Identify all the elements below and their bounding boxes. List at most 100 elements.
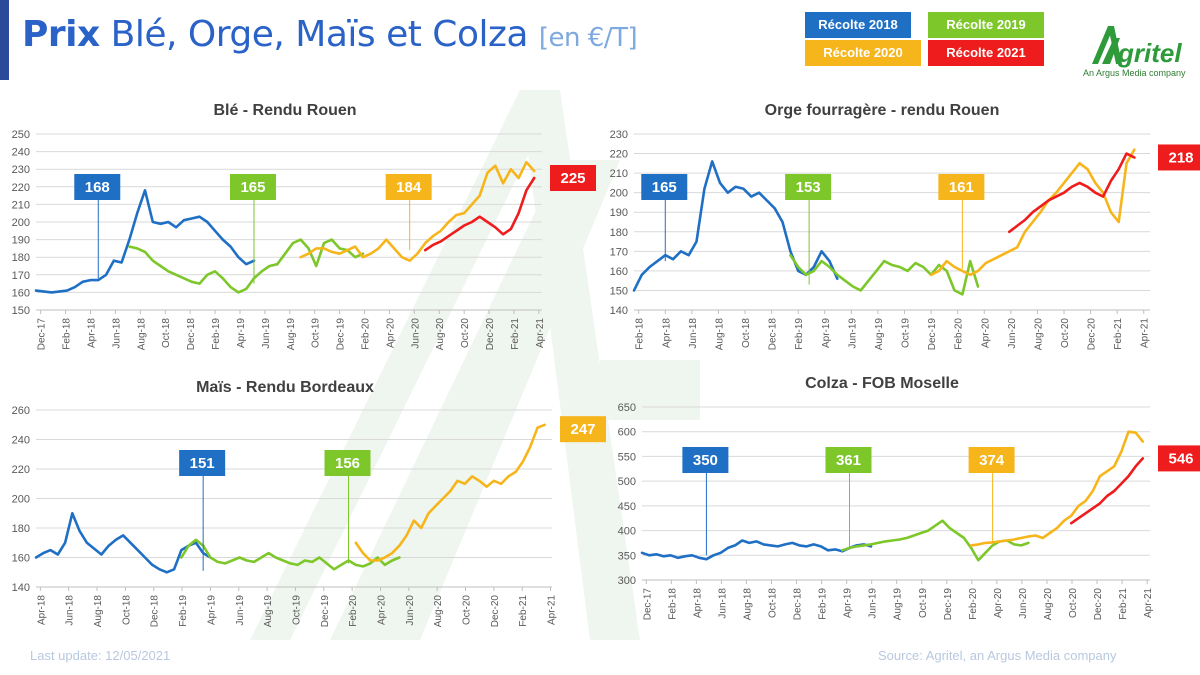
x-tick-label: Feb-21 xyxy=(1118,588,1129,620)
legend-recolte-2019: Récolte 2019 xyxy=(928,12,1044,38)
x-tick-label: Dec-19 xyxy=(943,588,954,621)
annotation-label: 184 xyxy=(396,179,422,196)
y-tick-label: 220 xyxy=(12,464,30,476)
x-tick-label: Jun-19 xyxy=(868,588,879,619)
y-tick-label: 200 xyxy=(610,188,628,200)
x-tick-label: Jun-18 xyxy=(717,588,728,619)
x-tick-label: Oct-19 xyxy=(918,588,929,618)
annotation-box xyxy=(324,450,371,476)
y-tick-label: 180 xyxy=(610,227,628,239)
y-tick-label: 500 xyxy=(618,476,636,488)
annotation-label: 161 xyxy=(949,179,974,196)
x-tick-label: Oct-18 xyxy=(741,318,752,348)
x-tick-label: Oct-18 xyxy=(161,318,172,348)
y-tick-label: 240 xyxy=(12,147,30,159)
x-tick-label: Aug-19 xyxy=(874,318,885,351)
x-tick-label: Apr-18 xyxy=(661,318,672,348)
x-tick-label: Feb-18 xyxy=(635,318,646,350)
y-tick-label: 350 xyxy=(618,550,636,562)
x-tick-label: Apr-20 xyxy=(385,318,396,348)
x-tick-label: Aug-20 xyxy=(435,318,446,351)
annotation-box xyxy=(550,165,596,191)
y-tick-label: 200 xyxy=(12,494,30,506)
x-tick-label: Feb-21 xyxy=(510,318,521,350)
chart-title: Maïs - Rendu Bordeaux xyxy=(196,379,374,396)
annotation-box xyxy=(1158,144,1200,171)
x-tick-label: Dec-18 xyxy=(793,588,804,621)
x-tick-label: Jun-19 xyxy=(261,318,272,349)
annotation-label: 546 xyxy=(1168,450,1193,467)
series-line xyxy=(423,176,536,252)
title-accent-bar xyxy=(0,0,9,80)
y-tick-label: 190 xyxy=(12,235,30,247)
y-tick-label: 220 xyxy=(610,149,628,161)
logo-subtitle: An Argus Media company xyxy=(1083,68,1186,78)
annotation-label: 374 xyxy=(979,452,1005,469)
x-tick-label: Apr-20 xyxy=(993,588,1004,618)
x-tick-label: Feb-19 xyxy=(818,588,829,620)
annotation-box xyxy=(74,174,121,200)
series-line xyxy=(929,148,1136,277)
x-tick-label: Apr-20 xyxy=(980,318,991,348)
x-tick-label: Dec-19 xyxy=(927,318,938,351)
x-tick-label: Dec-19 xyxy=(336,318,347,351)
y-tick-label: 210 xyxy=(12,199,30,211)
x-tick-label: Apr-21 xyxy=(1140,318,1151,348)
series-line xyxy=(354,423,547,562)
x-tick-label: Jun-19 xyxy=(847,318,858,349)
x-tick-label: Feb-20 xyxy=(361,318,372,350)
y-tick-label: 650 xyxy=(618,402,636,414)
y-tick-label: 160 xyxy=(12,287,30,299)
annotation-label: 225 xyxy=(560,170,585,187)
x-tick-label: Oct-19 xyxy=(291,595,302,625)
x-tick-label: Apr-19 xyxy=(843,588,854,618)
x-tick-label: Oct-18 xyxy=(768,588,779,618)
series-line xyxy=(640,539,873,561)
series-line xyxy=(789,253,980,296)
source-note: Source: Agritel, an Argus Media company xyxy=(878,648,1117,663)
x-tick-label: Feb-20 xyxy=(348,595,359,627)
annotation-box xyxy=(825,447,872,473)
chart-title: Colza - FOB Moselle xyxy=(805,375,959,392)
series-line xyxy=(128,238,365,294)
x-tick-label: Oct-20 xyxy=(1068,588,1079,618)
y-tick-label: 600 xyxy=(618,427,636,439)
x-tick-label: Aug-18 xyxy=(742,588,753,621)
x-tick-label: Dec-18 xyxy=(150,595,161,628)
title-text: Blé, Orge, Maïs et Colza xyxy=(110,14,529,55)
annotation-box xyxy=(229,174,276,200)
annotation-label: 151 xyxy=(190,455,215,472)
x-tick-label: Dec-17 xyxy=(642,588,653,621)
x-tick-label: Dec-20 xyxy=(485,318,496,351)
x-tick-label: Oct-18 xyxy=(121,595,132,625)
x-tick-label: Apr-18 xyxy=(36,595,47,625)
x-tick-label: Apr-18 xyxy=(692,588,703,618)
x-tick-label: Jun-20 xyxy=(1018,588,1029,619)
x-tick-label: Aug-19 xyxy=(893,588,904,621)
x-tick-label: Feb-20 xyxy=(954,318,965,350)
x-tick-label: Jun-18 xyxy=(65,595,76,626)
series-line xyxy=(1070,457,1145,525)
series-line xyxy=(180,538,401,571)
agritel-logo: gritel xyxy=(1092,26,1182,68)
x-tick-label: Feb-18 xyxy=(62,318,73,350)
x-tick-label: Apr-19 xyxy=(206,595,217,625)
annotation-box xyxy=(179,450,226,476)
x-tick-label: Oct-20 xyxy=(1060,318,1071,348)
y-tick-label: 150 xyxy=(12,305,30,317)
annotation-box xyxy=(641,174,688,200)
title-unit: [en €/T] xyxy=(538,23,638,53)
x-tick-label: Oct-19 xyxy=(901,318,912,348)
annotation-label: 218 xyxy=(1168,149,1193,166)
y-tick-label: 230 xyxy=(610,129,628,141)
series-line xyxy=(632,160,808,292)
y-tick-label: 140 xyxy=(610,305,628,317)
x-tick-label: Feb-20 xyxy=(968,588,979,620)
x-tick-label: Feb-19 xyxy=(794,318,805,350)
x-tick-label: Jun-18 xyxy=(688,318,699,349)
y-tick-label: 450 xyxy=(618,501,636,513)
y-tick-label: 200 xyxy=(12,217,30,229)
y-tick-label: 190 xyxy=(610,207,628,219)
